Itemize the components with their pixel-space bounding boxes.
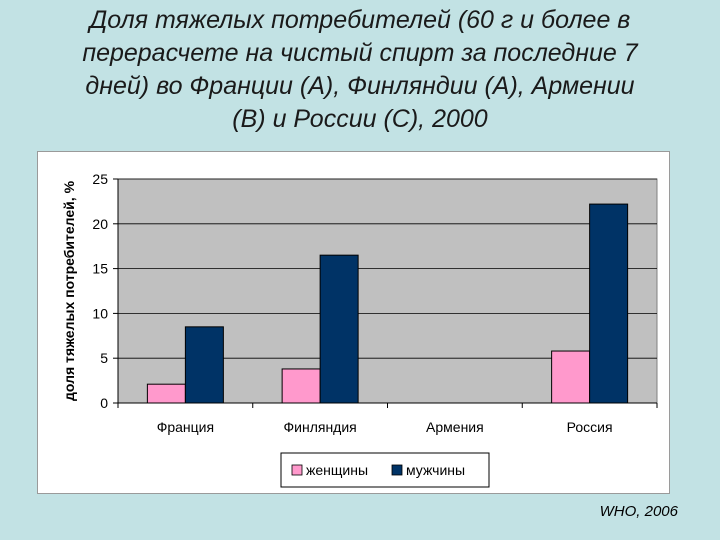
legend-label-women: женщины [306,462,368,478]
legend-box [280,452,490,488]
bar-men [319,254,359,404]
y-tick-label: 0 [100,395,108,411]
legend-swatch-men [391,464,403,476]
chart-panel: 0 5 10 15 20 25 Франция Финляндия Армения Россия … [37,151,670,494]
slide-title: Доля тяжелых потребителей (60 г и более … [30,4,690,136]
x-tick-label: Франция [157,419,214,435]
x-tick-label: Россия [567,419,613,435]
bar-men [589,203,629,404]
y-tick-label: 20 [92,216,108,232]
source-note: WHO, 2006 [599,503,678,520]
y-tick-label: 5 [100,350,108,366]
x-tick-label: Армения [426,419,484,435]
x-tick-label: Финляндия [284,419,357,435]
bar-women [146,383,186,404]
y-tick-label: 15 [92,261,108,277]
legend-swatch-women [291,464,303,476]
bar-women [551,350,591,404]
title-line: перерасчете на чистый спирт за последние… [82,39,638,67]
legend-label-men: мужчины [406,462,465,478]
title-line: дней) во Франции (А), Финляндии (А), Арм… [85,72,635,100]
title-line: (В) и России (С), 2000 [232,105,488,133]
y-axis-label: доля тяжелых потребителей, % [61,180,77,401]
title-line: Доля тяжелых потребителей (60 г и более … [89,6,631,34]
bar-women [281,368,321,404]
bar-men [184,326,224,404]
y-tick-label: 25 [92,171,108,187]
legend: женщины мужчины [280,452,490,488]
y-tick-label: 10 [92,305,108,321]
